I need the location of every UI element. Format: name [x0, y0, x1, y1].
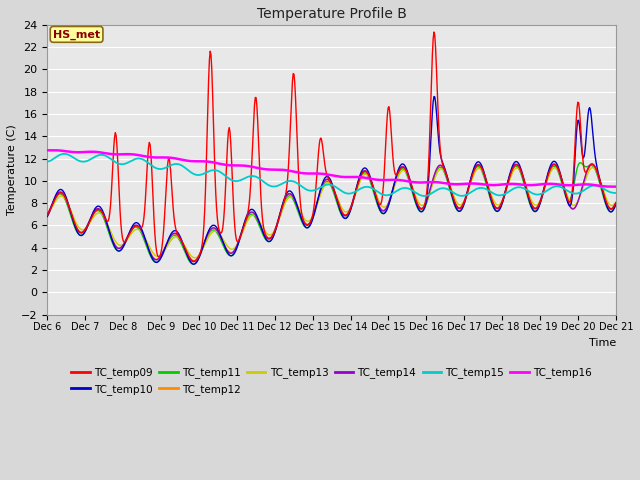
Text: HS_met: HS_met: [53, 29, 100, 39]
TC_temp10: [112, 246, 120, 252]
Line: TC_temp10: TC_temp10: [47, 96, 616, 264]
TC_temp15: [171, 161, 179, 167]
TC_temp09: [430, 29, 438, 35]
TC_temp09: [402, 166, 410, 172]
TC_temp15: [419, 193, 426, 199]
TC_temp15: [44, 159, 51, 165]
TC_temp10: [612, 201, 620, 207]
Line: TC_temp15: TC_temp15: [47, 154, 616, 196]
TC_temp16: [201, 158, 209, 164]
TC_temp14: [54, 191, 61, 196]
TC_temp09: [112, 132, 120, 138]
TC_temp16: [402, 178, 410, 184]
TC_temp10: [402, 164, 410, 169]
TC_temp14: [588, 161, 596, 167]
TC_temp12: [588, 162, 596, 168]
TC_temp09: [419, 205, 426, 211]
TC_temp13: [112, 240, 120, 245]
TC_temp11: [112, 247, 120, 252]
TC_temp15: [60, 151, 68, 157]
TC_temp12: [612, 201, 620, 206]
TC_temp14: [170, 230, 178, 236]
TC_temp10: [190, 261, 198, 267]
X-axis label: Time: Time: [589, 338, 616, 348]
Line: TC_temp12: TC_temp12: [47, 165, 616, 261]
TC_temp11: [54, 192, 61, 198]
TC_temp11: [419, 208, 426, 214]
TC_temp16: [113, 152, 121, 157]
TC_temp12: [44, 210, 51, 216]
TC_temp16: [419, 180, 426, 185]
TC_temp11: [190, 261, 198, 267]
TC_temp13: [589, 165, 596, 170]
TC_temp13: [170, 235, 178, 240]
TC_temp12: [54, 192, 61, 197]
TC_temp09: [170, 213, 178, 218]
TC_temp13: [419, 203, 426, 208]
TC_temp11: [402, 169, 410, 175]
TC_temp16: [612, 184, 620, 190]
TC_temp15: [54, 153, 61, 159]
TC_temp12: [112, 243, 120, 249]
TC_temp11: [612, 203, 620, 208]
TC_temp15: [612, 190, 620, 196]
TC_temp10: [54, 189, 61, 194]
TC_temp16: [171, 156, 179, 161]
TC_temp09: [54, 192, 61, 198]
Line: TC_temp14: TC_temp14: [47, 164, 616, 262]
TC_temp13: [612, 200, 620, 205]
TC_temp12: [170, 231, 178, 237]
TC_temp15: [420, 193, 428, 199]
TC_temp09: [44, 212, 51, 218]
TC_temp13: [191, 255, 198, 261]
TC_temp16: [49, 147, 57, 153]
TC_temp14: [201, 239, 209, 244]
TC_temp10: [419, 209, 426, 215]
TC_temp14: [612, 201, 620, 206]
TC_temp12: [419, 205, 426, 211]
TC_temp12: [201, 239, 209, 245]
TC_temp10: [44, 214, 51, 219]
TC_temp13: [44, 210, 51, 216]
TC_temp10: [430, 94, 438, 99]
TC_temp16: [54, 147, 62, 153]
TC_temp14: [44, 211, 51, 216]
Y-axis label: Temperature (C): Temperature (C): [7, 124, 17, 215]
TC_temp14: [419, 206, 426, 212]
TC_temp15: [201, 170, 209, 176]
TC_temp09: [201, 208, 209, 214]
TC_temp14: [190, 259, 198, 264]
TC_temp12: [190, 258, 198, 264]
Legend: TC_temp09, TC_temp10, TC_temp11, TC_temp12, TC_temp13, TC_temp14, TC_temp15, TC_: TC_temp09, TC_temp10, TC_temp11, TC_temp…: [67, 363, 596, 399]
Line: TC_temp16: TC_temp16: [47, 150, 616, 187]
TC_temp12: [402, 167, 410, 173]
TC_temp11: [170, 232, 178, 238]
TC_temp15: [402, 185, 410, 191]
TC_temp09: [612, 200, 620, 205]
TC_temp13: [402, 168, 410, 174]
TC_temp14: [402, 167, 410, 172]
TC_temp09: [191, 258, 198, 264]
TC_temp16: [44, 147, 51, 153]
TC_temp11: [44, 213, 51, 218]
TC_temp11: [577, 160, 584, 166]
TC_temp10: [170, 228, 178, 234]
TC_temp10: [201, 239, 209, 244]
TC_temp13: [54, 195, 61, 201]
TC_temp14: [112, 244, 120, 250]
Line: TC_temp11: TC_temp11: [47, 163, 616, 264]
TC_temp13: [201, 242, 209, 248]
TC_temp11: [201, 240, 209, 246]
TC_temp15: [113, 160, 121, 166]
Line: TC_temp13: TC_temp13: [47, 168, 616, 258]
Line: TC_temp09: TC_temp09: [47, 32, 616, 261]
Title: Temperature Profile B: Temperature Profile B: [257, 7, 406, 21]
TC_temp16: [611, 184, 618, 190]
